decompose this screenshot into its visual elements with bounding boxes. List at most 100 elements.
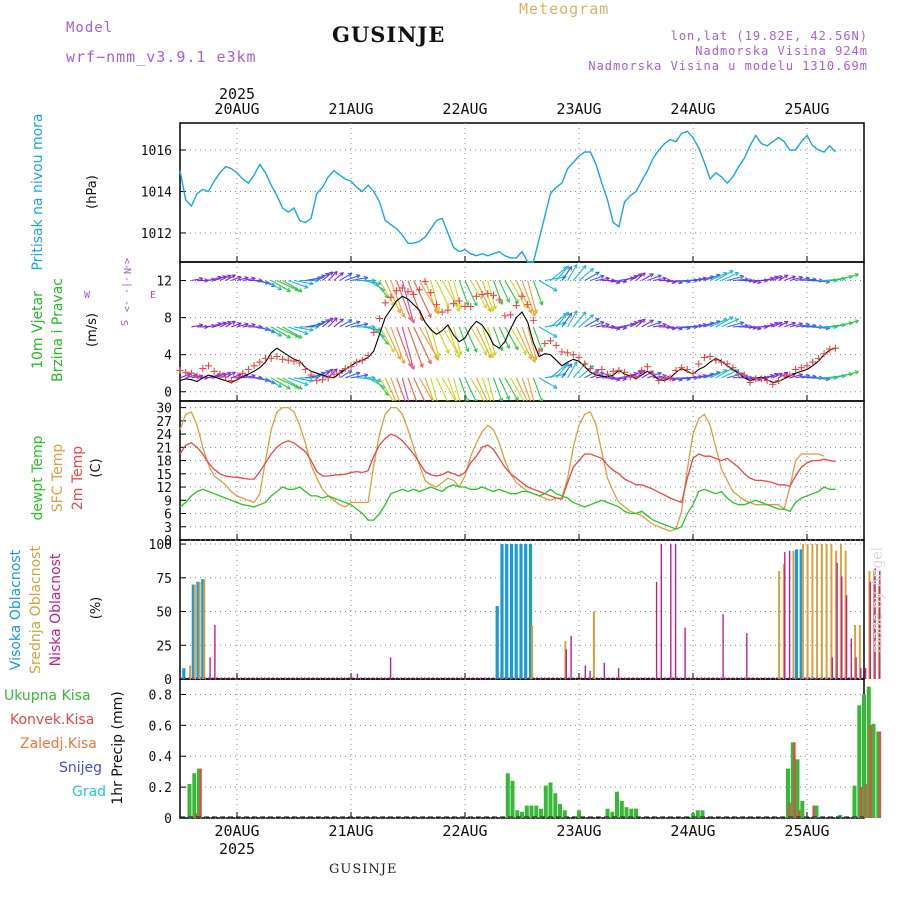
- wind-arrow: [447, 326, 460, 358]
- wind-arrow: [664, 326, 676, 330]
- wind-arrow: [413, 377, 426, 401]
- wind-arrow: [647, 274, 662, 282]
- wind-arrow-head: [492, 305, 496, 310]
- precip-bar: [194, 813, 197, 818]
- x-year-bottom: 2025: [219, 840, 255, 858]
- wind-gust-marker: [666, 374, 674, 382]
- wind-arrow-head: [232, 320, 236, 325]
- wind-arrow-head: [410, 366, 415, 370]
- wind-arrow: [407, 377, 418, 401]
- wind-gust-marker: [273, 353, 281, 361]
- wind-arrow: [498, 280, 510, 303]
- wind-arrow-head: [774, 321, 779, 324]
- wind-arrow-head: [589, 314, 594, 317]
- wind-arrow-head: [238, 373, 242, 378]
- wind-arrow: [430, 280, 440, 311]
- wind-arrow: [521, 280, 536, 317]
- wind-arrow: [510, 326, 527, 355]
- wind-arrow: [624, 321, 638, 328]
- wind-arrow: [339, 272, 353, 281]
- wind-arrow-head: [363, 373, 368, 376]
- wind-gust-marker: [683, 365, 691, 373]
- wind-arrow-head: [841, 278, 846, 282]
- wind-arrow-head: [633, 274, 638, 277]
- wind-arrow-head: [643, 318, 646, 323]
- wind-arrow: [515, 326, 532, 360]
- cloud-bar: [722, 614, 724, 679]
- x-tick-label-bottom: 24AUG: [670, 822, 715, 840]
- wind-arrow: [801, 278, 817, 282]
- y-tick-label: 0.2: [149, 781, 172, 796]
- wind-gust-marker: [415, 286, 423, 294]
- precip-bar: [691, 813, 695, 818]
- wind-arrow-head: [328, 271, 333, 274]
- cloud-bar: [201, 579, 205, 679]
- y-tick-label: 12: [156, 275, 172, 290]
- cloud-bar: [825, 544, 828, 679]
- wind-arrow-head: [287, 385, 291, 390]
- wind-arrow-head: [686, 281, 691, 284]
- wind-gust-marker: [176, 366, 184, 374]
- wind-arrow-head: [671, 282, 676, 285]
- wind-gust-marker: [216, 370, 224, 378]
- wind-gust-marker: [433, 301, 440, 309]
- wind-arrow-head: [798, 322, 803, 324]
- wind-arrow: [487, 377, 495, 401]
- footer-station: GUSINJE: [329, 862, 398, 877]
- wind-arrow-head: [601, 372, 605, 377]
- cloud-bar: [514, 544, 518, 679]
- precip-bar: [619, 801, 624, 818]
- wind-arrow-head: [600, 320, 605, 323]
- wind-arrow-head: [564, 311, 569, 315]
- precip-bar: [577, 810, 581, 818]
- wind-arrow: [670, 326, 683, 330]
- wind-gust-marker: [826, 345, 834, 353]
- cloud-high-title: Visoka Oblacnost: [8, 549, 24, 670]
- wind-arrow-head: [438, 352, 441, 358]
- y-tick-label: 9: [164, 494, 172, 509]
- wind-gust-marker: [501, 312, 509, 320]
- precip-legend-item: Konvek.Kisa: [10, 712, 94, 728]
- wind-arrow-head: [232, 274, 236, 279]
- wind-arrow-head: [217, 322, 222, 324]
- wind-arrow-head: [702, 373, 707, 376]
- wind-arrow: [293, 377, 314, 382]
- wind-arrow: [293, 279, 314, 285]
- wind-arrow-head: [854, 370, 859, 373]
- wind-arrow-head: [527, 310, 532, 314]
- wind-arrow-head: [514, 398, 519, 401]
- cloud-bar: [570, 635, 572, 679]
- wind-arrow-head: [541, 398, 544, 401]
- wind-arrow: [795, 374, 810, 379]
- y-tick-label: 100: [149, 538, 172, 553]
- dewpt-temp-line: [179, 484, 836, 530]
- wind-gust-marker: [706, 353, 714, 361]
- wind-arrow: [698, 275, 714, 282]
- wind-arrow-head: [287, 287, 291, 292]
- y-tick-label: 50: [156, 606, 172, 621]
- wind-arrow: [544, 373, 567, 379]
- wind-arrow-head: [339, 272, 344, 274]
- precip-bar: [615, 791, 619, 818]
- wind-arrow-head: [299, 334, 303, 339]
- credit-text: made by Angel: [870, 547, 886, 653]
- cloud-bar: [788, 550, 791, 679]
- precip-bar: [510, 780, 515, 818]
- wind-gust-marker: [472, 292, 480, 300]
- wind-arrow: [191, 324, 203, 328]
- wind-arrow-head: [622, 327, 627, 330]
- cloud-bar: [799, 549, 803, 679]
- wind-gust-marker: [244, 365, 252, 373]
- wind-arrow-head: [849, 276, 853, 280]
- wind-arrow: [795, 323, 810, 328]
- wind-arrow-head: [428, 412, 431, 414]
- wind-gust-marker: [256, 358, 264, 366]
- wind-gust-marker: [740, 371, 748, 379]
- precip-bar: [543, 785, 548, 818]
- wind-arrow-head: [501, 397, 504, 401]
- y-tick-label: 0: [164, 534, 172, 549]
- wind-arrow: [424, 326, 438, 359]
- cloud-bar: [193, 584, 196, 679]
- wind-arrow-head: [396, 356, 401, 360]
- cloud-bar: [792, 550, 795, 679]
